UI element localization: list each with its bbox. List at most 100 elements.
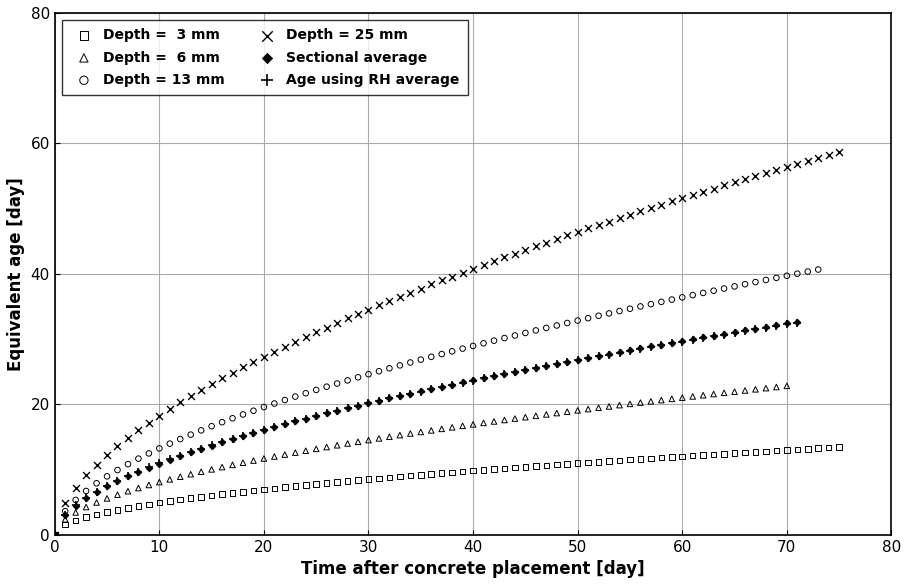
Depth =  3 mm	[654, 453, 668, 462]
Depth =  3 mm	[340, 476, 355, 486]
Depth = 25 mm	[340, 314, 355, 323]
Depth =  6 mm	[498, 415, 512, 425]
Depth = 13 mm	[455, 344, 469, 353]
Depth = 25 mm	[665, 197, 679, 206]
Depth =  6 mm	[518, 412, 533, 422]
Depth = 25 mm	[131, 425, 145, 435]
Depth = 25 mm	[654, 200, 668, 209]
Depth =  3 mm	[528, 462, 543, 471]
Depth = 13 mm	[152, 444, 166, 453]
Depth = 13 mm	[623, 304, 637, 314]
Depth = 13 mm	[257, 402, 271, 412]
Depth =  6 mm	[236, 458, 251, 467]
Depth =  3 mm	[110, 505, 124, 515]
Depth = 13 mm	[267, 399, 281, 408]
Sectional average	[623, 345, 637, 355]
Sectional average	[236, 431, 251, 441]
Depth = 25 mm	[602, 217, 617, 226]
Sectional average	[477, 373, 491, 383]
Sectional average	[225, 434, 240, 443]
Depth =  3 mm	[204, 491, 219, 500]
Sectional average	[142, 463, 156, 472]
Depth =  6 mm	[706, 390, 721, 399]
Depth =  6 mm	[508, 414, 522, 424]
Age using RH average	[163, 455, 177, 464]
Depth =  3 mm	[477, 465, 491, 474]
Depth = 25 mm	[748, 171, 763, 181]
Sectional average	[769, 321, 784, 330]
Depth = 25 mm	[215, 374, 230, 383]
Depth = 25 mm	[424, 280, 439, 289]
Depth =  3 mm	[487, 464, 501, 474]
Depth =  3 mm	[570, 459, 585, 468]
Depth =  6 mm	[121, 487, 135, 496]
Depth =  6 mm	[173, 472, 188, 481]
Age using RH average	[487, 371, 501, 381]
Depth =  6 mm	[665, 394, 679, 404]
Depth =  3 mm	[665, 452, 679, 462]
Depth =  3 mm	[623, 455, 637, 464]
Depth = 13 mm	[780, 271, 794, 280]
Age using RH average	[528, 363, 543, 373]
Depth = 13 mm	[686, 290, 700, 300]
Depth = 13 mm	[665, 295, 679, 304]
Age using RH average	[560, 357, 575, 367]
Age using RH average	[340, 404, 355, 413]
Depth = 25 mm	[79, 471, 94, 480]
Depth =  6 mm	[382, 432, 397, 442]
Sectional average	[350, 401, 365, 411]
Depth = 13 mm	[89, 479, 104, 488]
Depth = 25 mm	[686, 190, 700, 199]
Age using RH average	[445, 380, 459, 390]
Depth = 25 mm	[194, 386, 209, 395]
Depth =  6 mm	[528, 411, 543, 421]
Depth =  3 mm	[434, 469, 449, 478]
Depth = 25 mm	[811, 153, 825, 163]
Depth =  3 mm	[633, 455, 647, 464]
Depth =  6 mm	[330, 441, 344, 450]
Depth = 13 mm	[602, 309, 617, 318]
Depth =  6 mm	[89, 498, 104, 507]
Depth = 13 mm	[769, 273, 784, 283]
Sectional average	[183, 448, 198, 457]
Age using RH average	[759, 323, 774, 332]
Depth =  6 mm	[696, 391, 710, 400]
Age using RH average	[748, 325, 763, 334]
Depth =  6 mm	[47, 530, 62, 539]
Age using RH average	[644, 342, 658, 352]
Depth = 13 mm	[183, 430, 198, 439]
Depth = 25 mm	[89, 460, 104, 469]
Depth = 13 mm	[487, 336, 501, 345]
Depth = 25 mm	[371, 301, 386, 310]
Depth = 25 mm	[759, 168, 774, 178]
Depth =  6 mm	[100, 494, 114, 503]
Age using RH average	[68, 501, 83, 510]
Depth =  3 mm	[581, 458, 596, 467]
Depth =  6 mm	[477, 418, 491, 428]
Depth = 25 mm	[612, 214, 627, 223]
Sectional average	[455, 378, 469, 387]
Depth =  3 mm	[686, 451, 700, 460]
Depth =  3 mm	[748, 447, 763, 456]
Depth = 13 mm	[644, 300, 658, 309]
Age using RH average	[58, 510, 73, 519]
Depth = 25 mm	[382, 297, 397, 306]
Depth = 13 mm	[288, 392, 302, 401]
Depth =  6 mm	[371, 433, 386, 443]
Sectional average	[696, 333, 710, 342]
Depth = 25 mm	[706, 184, 721, 193]
Depth =  3 mm	[68, 515, 83, 525]
Depth = 25 mm	[392, 292, 407, 301]
Sectional average	[320, 409, 334, 418]
Depth = 25 mm	[278, 342, 292, 352]
Depth =  3 mm	[612, 456, 627, 465]
Sectional average	[267, 422, 281, 432]
Depth = 25 mm	[58, 498, 73, 508]
Depth =  3 mm	[89, 510, 104, 519]
Sectional average	[560, 357, 575, 366]
Depth =  6 mm	[748, 384, 763, 394]
Age using RH average	[686, 335, 700, 345]
Depth = 13 mm	[340, 376, 355, 385]
Depth = 25 mm	[518, 245, 533, 254]
Depth =  3 mm	[267, 484, 281, 493]
